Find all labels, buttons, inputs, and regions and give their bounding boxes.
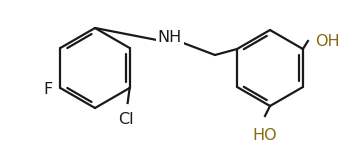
- Text: HO: HO: [253, 128, 277, 143]
- Text: NH: NH: [158, 30, 182, 45]
- Text: OH: OH: [315, 33, 340, 48]
- Text: F: F: [43, 81, 52, 96]
- Text: Cl: Cl: [118, 112, 134, 127]
